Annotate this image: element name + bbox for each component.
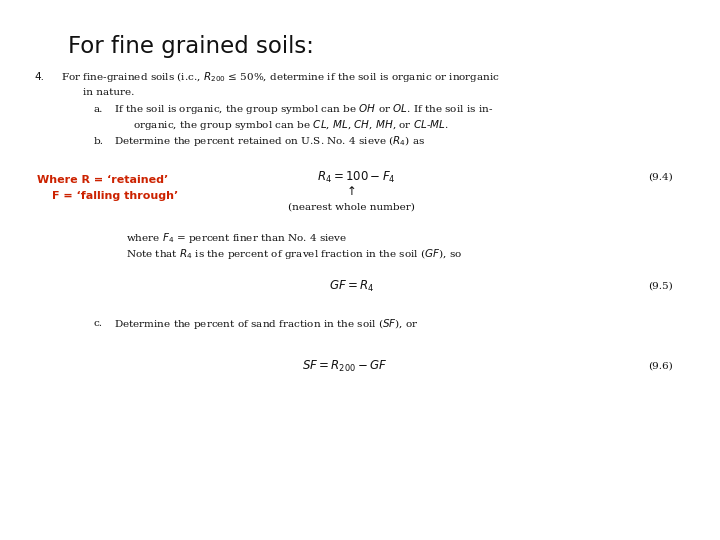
Text: c.: c. bbox=[94, 320, 103, 328]
Text: (9.5): (9.5) bbox=[648, 282, 672, 291]
Text: 4.: 4. bbox=[35, 72, 45, 82]
Text: where $F_4$ = percent finer than No. 4 sieve: where $F_4$ = percent finer than No. 4 s… bbox=[126, 231, 348, 245]
Text: $R_4 = 100 - F_4$: $R_4 = 100 - F_4$ bbox=[317, 170, 395, 185]
Text: (nearest whole number): (nearest whole number) bbox=[288, 202, 415, 211]
Text: Where R = ‘retained’: Where R = ‘retained’ bbox=[37, 175, 168, 185]
Text: (9.6): (9.6) bbox=[648, 362, 672, 370]
Text: a.: a. bbox=[94, 105, 103, 113]
Text: ↑: ↑ bbox=[346, 185, 356, 198]
Text: $\mathit{GF} = R_4$: $\mathit{GF} = R_4$ bbox=[329, 279, 374, 294]
Text: in nature.: in nature. bbox=[83, 89, 134, 97]
Text: organic, the group symbol can be $\mathit{CL}$, $\mathit{ML}$, $\mathit{CH}$, $\: organic, the group symbol can be $\mathi… bbox=[133, 118, 449, 132]
Text: Determine the percent retained on U.S. No. 4 sieve ($R_4$) as: Determine the percent retained on U.S. N… bbox=[114, 134, 425, 149]
Text: b.: b. bbox=[94, 137, 104, 146]
Text: For fine grained soils:: For fine grained soils: bbox=[68, 35, 314, 58]
Text: Note that $R_4$ is the percent of gravel fraction in the soil ($\mathit{GF}$), s: Note that $R_4$ is the percent of gravel… bbox=[126, 247, 462, 261]
Text: For fine-grained soils (i.c., $R_{200}$ ≤ 50%, determine if the soil is organic : For fine-grained soils (i.c., $R_{200}$ … bbox=[61, 70, 500, 84]
Text: $\mathit{SF} = R_{200} - \mathit{GF}$: $\mathit{SF} = R_{200} - \mathit{GF}$ bbox=[302, 359, 387, 374]
Text: If the soil is organic, the group symbol can be $\mathit{OH}$ or $\mathit{OL}$. : If the soil is organic, the group symbol… bbox=[114, 102, 492, 116]
Text: Determine the percent of sand fraction in the soil ($\mathit{SF}$), or: Determine the percent of sand fraction i… bbox=[114, 317, 418, 331]
Text: (9.4): (9.4) bbox=[648, 173, 672, 181]
Text: F = ‘falling through’: F = ‘falling through’ bbox=[52, 191, 178, 201]
